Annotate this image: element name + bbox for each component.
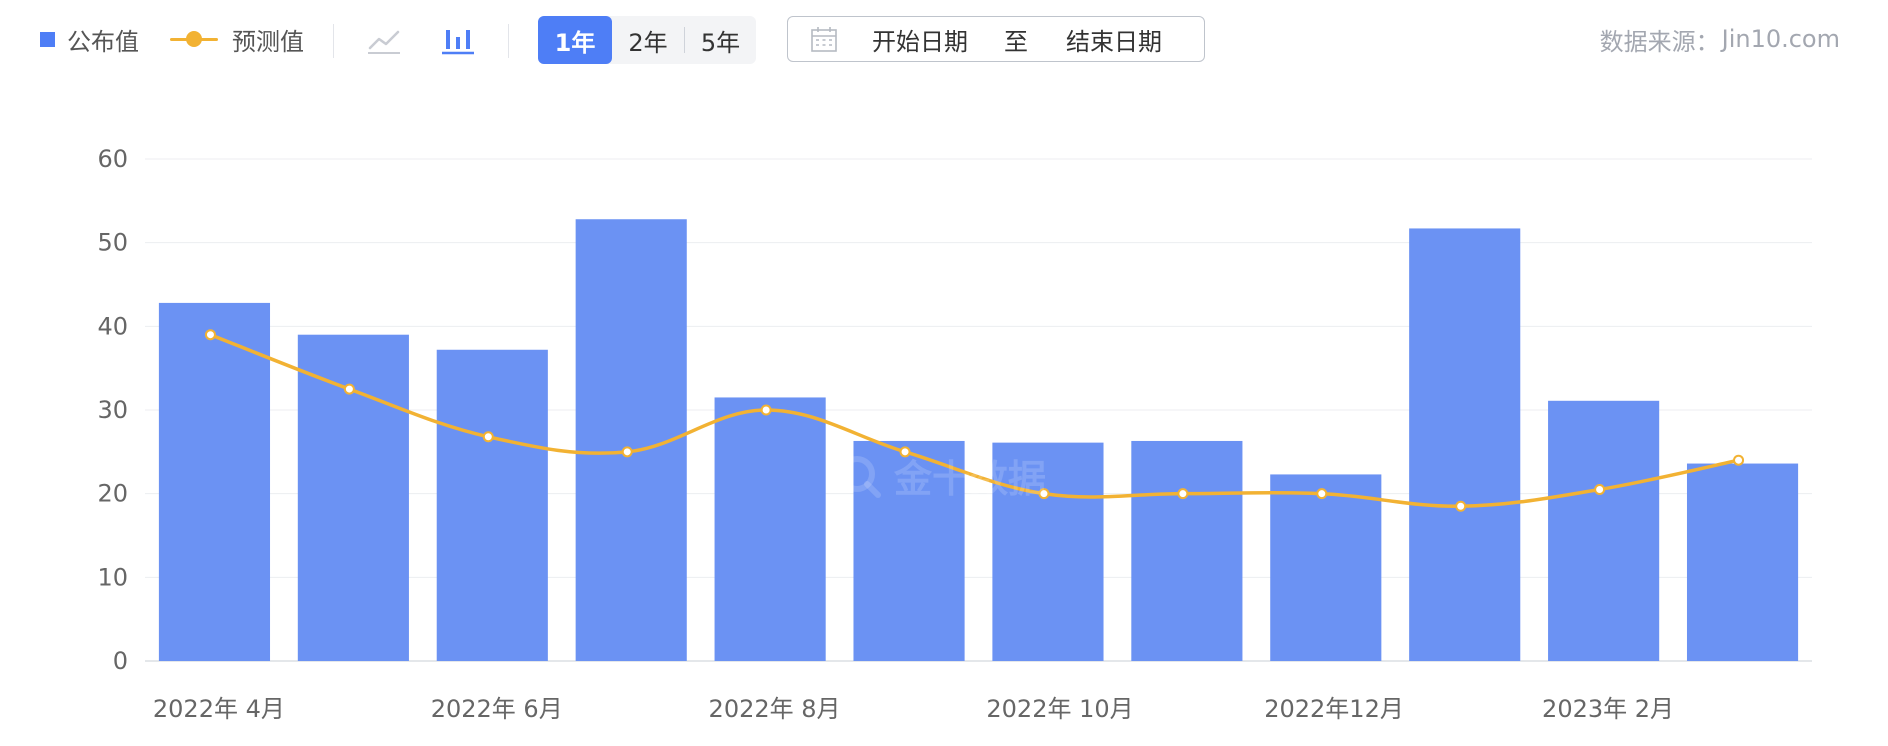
date-range-separator: 至 xyxy=(1004,27,1028,56)
end-date-input[interactable]: 结束日期 xyxy=(1066,27,1162,56)
bar xyxy=(1686,463,1799,661)
x-tick-label: 2022年 10月 xyxy=(986,695,1133,723)
forecast-point xyxy=(482,431,494,443)
forecast-point xyxy=(1177,488,1189,500)
toolbar-divider xyxy=(333,24,334,58)
start-date-input[interactable]: 开始日期 xyxy=(872,27,968,56)
y-tick-label: 0 xyxy=(113,647,128,675)
range-divider xyxy=(684,27,685,53)
date-range-picker[interactable]: 开始日期 至 结束日期 xyxy=(787,16,1205,62)
chart-toolbar: 公布值 预测值 1年 2年 5年 开始日期 至 xyxy=(0,0,1888,80)
bar xyxy=(1270,474,1382,661)
line-chart-icon[interactable] xyxy=(366,22,402,56)
range-selector: 1年 2年 5年 xyxy=(538,16,756,64)
bar xyxy=(992,442,1104,661)
y-tick-label: 40 xyxy=(97,312,128,340)
watermark-text: 金十数据 xyxy=(894,457,1047,501)
forecast-line xyxy=(208,332,1741,508)
y-tick-label: 50 xyxy=(97,229,128,257)
y-tick-label: 20 xyxy=(97,480,128,508)
forecast-point xyxy=(204,329,216,341)
watermark-logo-icon xyxy=(839,455,881,498)
data-source: 数据来源： Jin10.com xyxy=(1600,22,1840,56)
legend-label-published: 公布值 xyxy=(67,27,139,56)
x-tick-label: 2022年 4月 xyxy=(153,695,285,723)
forecast-point xyxy=(1733,454,1745,466)
data-source-link[interactable]: Jin10.com xyxy=(1721,25,1840,53)
forecast-point xyxy=(1455,500,1467,512)
forecast-point xyxy=(760,404,772,416)
y-tick-label: 60 xyxy=(97,145,128,173)
forecast-point xyxy=(1594,483,1606,495)
bar xyxy=(853,440,965,661)
bar xyxy=(1409,228,1521,661)
data-source-label: 数据来源： xyxy=(1599,27,1720,56)
legend-bar-swatch-icon xyxy=(40,31,55,47)
x-tick-label: 2022年 8月 xyxy=(709,695,841,723)
y-tick-label: 30 xyxy=(97,396,128,424)
calendar-icon xyxy=(811,27,837,52)
x-tick-label: 2023年 2月 xyxy=(1542,695,1674,723)
x-tick-label: 2022年12月 xyxy=(1264,695,1404,723)
legend-item-forecast[interactable]: 预测值 xyxy=(170,22,304,56)
legend-item-published[interactable]: 公布值 xyxy=(40,22,139,56)
forecast-point xyxy=(621,446,633,458)
x-tick-label: 2022年 6月 xyxy=(431,695,563,723)
watermark: 金十数据 xyxy=(836,448,1046,503)
bar xyxy=(1548,400,1660,661)
bar xyxy=(1131,440,1243,661)
legend-line-swatch-icon xyxy=(170,31,218,47)
forecast-point xyxy=(1038,488,1050,500)
bar xyxy=(297,334,409,661)
forecast-point xyxy=(899,446,911,458)
range-button-2y[interactable]: 2年 xyxy=(628,28,668,57)
bar xyxy=(714,397,826,661)
legend-label-forecast: 预测值 xyxy=(232,27,304,56)
toolbar-divider xyxy=(508,24,509,58)
forecast-point xyxy=(343,383,355,395)
range-button-5y[interactable]: 5年 xyxy=(700,28,741,57)
range-button-1y[interactable]: 1年 xyxy=(538,16,612,64)
bar xyxy=(158,302,271,661)
y-tick-label: 10 xyxy=(97,563,128,591)
bar-chart-icon[interactable] xyxy=(440,22,476,56)
bar xyxy=(436,349,548,661)
forecast-point xyxy=(1316,488,1328,500)
